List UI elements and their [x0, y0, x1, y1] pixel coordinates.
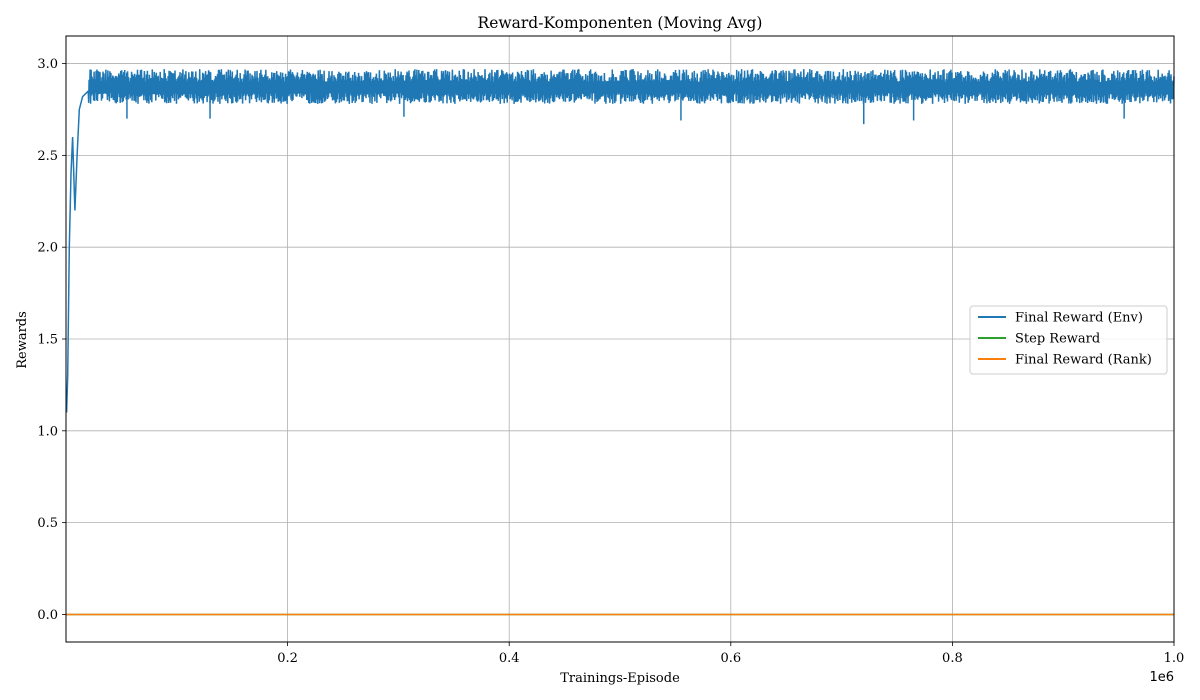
- x-tick-label: 0.4: [499, 651, 520, 666]
- y-axis-ticks: 0.0 0.5 1.0 1.5 2.0 2.5 3.0: [37, 57, 66, 623]
- chart-title: Reward-Komponenten (Moving Avg): [478, 14, 763, 32]
- legend-label: Final Reward (Env): [1015, 311, 1143, 326]
- y-tick-label: 0.5: [37, 516, 58, 531]
- y-tick-label: 2.0: [37, 241, 58, 256]
- x-tick-label: 0.8: [942, 651, 963, 666]
- y-tick-label: 0.0: [37, 608, 58, 623]
- legend-label: Step Reward: [1015, 332, 1100, 347]
- x-tick-label: 1.0: [1164, 651, 1185, 666]
- y-axis-title: Rewards: [15, 311, 30, 369]
- legend: Final Reward (Env) Step Reward Final Rewar…: [969, 305, 1168, 375]
- grid-lines: [66, 36, 1175, 642]
- x-tick-label: 0.6: [720, 651, 741, 666]
- x-axis-title: Trainings-Episode: [560, 671, 680, 686]
- y-tick-label: 1.0: [37, 424, 58, 439]
- y-tick-label: 2.5: [37, 149, 58, 164]
- legend-box: [969, 305, 1168, 375]
- y-tick-label: 1.5: [37, 333, 58, 348]
- legend-label: Final Reward (Rank): [1015, 353, 1152, 368]
- series-lines: [65, 69, 1175, 616]
- y-tick-label: 3.0: [37, 57, 58, 72]
- x-tick-label: 0.2: [277, 651, 298, 666]
- x-axis-ticks: 0.2 0.4 0.6 0.8 1.0: [277, 642, 1184, 666]
- x-axis-offset-label: 1e6: [1149, 670, 1174, 685]
- series-line-final-reward-env: [65, 69, 1175, 413]
